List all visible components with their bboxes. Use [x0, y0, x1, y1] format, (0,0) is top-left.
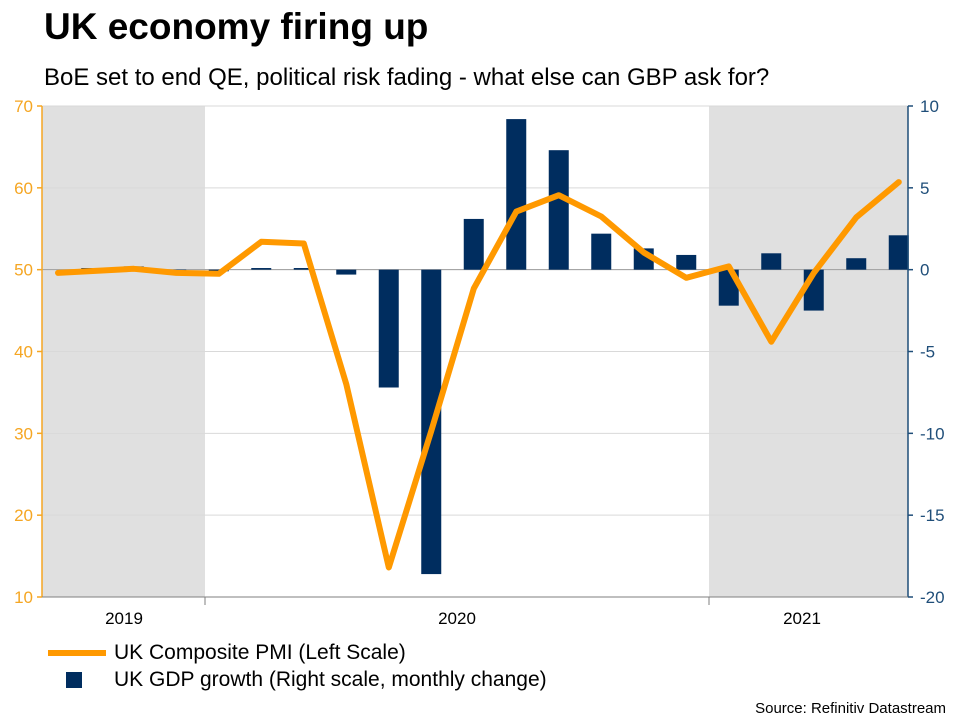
legend-item-pmi: UK Composite PMI (Left Scale): [48, 640, 406, 666]
legend-label-pmi: UK Composite PMI (Left Scale): [114, 641, 406, 664]
left-axis-tick-label: 10: [14, 588, 33, 607]
left-axis-tick-label: 30: [14, 424, 33, 443]
left-axis-tick-label: 60: [14, 179, 33, 198]
gdp-bar: [378, 269, 399, 388]
gdp-bar: [591, 233, 612, 270]
gdp-bar: [548, 150, 569, 270]
legend-bar-swatch: [66, 672, 82, 688]
source-note: Source: Refinitiv Datastream: [755, 700, 946, 717]
right-axis-tick-label: 0: [920, 261, 929, 280]
gdp-bar: [463, 218, 484, 270]
legend-label-gdp: UK GDP growth (Right scale, monthly chan…: [114, 668, 547, 691]
gdp-bar: [676, 254, 697, 270]
right-axis-tick-label: -15: [920, 506, 945, 525]
left-axis-tick-label: 20: [14, 506, 33, 525]
right-axis-tick-label: -10: [920, 424, 945, 443]
gdp-bar: [761, 253, 782, 270]
right-axis-tick-label: -5: [920, 343, 935, 362]
legend-item-gdp: UK GDP growth (Right scale, monthly chan…: [48, 667, 547, 693]
gdp-bar: [846, 258, 867, 270]
left-axis-tick-label: 50: [14, 261, 33, 280]
gdp-bar: [251, 268, 272, 270]
gdp-bar: [336, 269, 357, 275]
left-axis-tick-label: 70: [14, 97, 33, 116]
x-axis-year-label: 2020: [438, 609, 476, 628]
chart-subtitle: BoE set to end QE, political risk fading…: [44, 64, 770, 91]
right-axis-tick-label: 10: [920, 97, 939, 116]
left-axis-tick-label: 40: [14, 343, 33, 362]
right-axis-tick-label: 5: [920, 179, 929, 198]
x-axis-year-label: 2021: [783, 609, 821, 628]
gdp-bar: [888, 235, 909, 270]
pmi-line: [55, 179, 902, 571]
legend-line-swatch: [48, 650, 106, 656]
right-axis-tick-label: -20: [920, 588, 945, 607]
chart-title: UK economy firing up: [44, 6, 429, 47]
gdp-bar: [506, 119, 527, 270]
x-axis-year-label: 2019: [105, 609, 143, 628]
gdp-bar: [293, 268, 314, 270]
